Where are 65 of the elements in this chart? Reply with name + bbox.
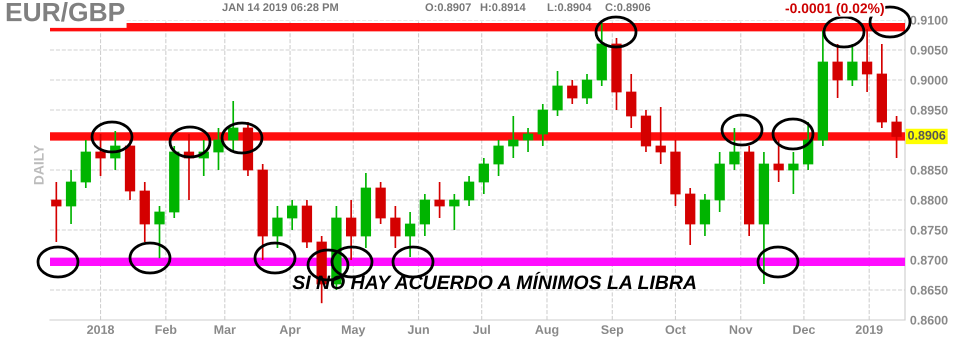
candlestick	[626, 73, 636, 129]
text: C:0.8906	[605, 3, 650, 12]
candlestick	[802, 121, 814, 171]
text: O:0.8907	[425, 3, 471, 12]
candlestick	[390, 205, 401, 249]
candlestick	[773, 139, 784, 183]
x-tick-label: Dec	[793, 325, 816, 334]
candlestick	[404, 211, 416, 258]
y-tick-label: 0.8700	[910, 256, 948, 265]
candlestick	[228, 100, 238, 153]
candlestick	[891, 115, 902, 159]
y-tick-label: 0.8950	[910, 106, 948, 115]
x-tick-label: 2019	[856, 325, 883, 334]
x-tick-label: May	[342, 325, 366, 337]
candlestick	[552, 70, 563, 117]
text: L:0.8904	[548, 3, 592, 12]
candlestick	[567, 79, 578, 105]
x-tick-label: Feb	[156, 324, 176, 334]
x-tick-label: Oct	[666, 325, 686, 334]
y-tick-label: 0.8850	[910, 166, 948, 175]
text: H:0.8914	[480, 3, 526, 12]
candlestick	[66, 169, 76, 225]
x-tick-label: Apr	[280, 325, 301, 337]
x-tick-label: Mar	[214, 325, 236, 334]
candlestick	[449, 193, 460, 231]
ref-line-label: 0.8906	[908, 130, 946, 140]
y-tick-label: 0.9000	[910, 76, 948, 85]
x-tick-label: Jun	[408, 325, 429, 334]
candlestick	[582, 73, 592, 105]
candlestick	[832, 43, 843, 99]
candlestick	[51, 181, 62, 243]
y-tick-label: 0.9050	[910, 46, 948, 55]
x-tick-label: 2018	[87, 325, 114, 334]
candlestick	[346, 199, 356, 261]
candlestick	[656, 106, 666, 165]
candlestick	[464, 175, 474, 207]
candlestick	[154, 205, 165, 260]
candlestick	[95, 133, 106, 177]
candlestick	[522, 127, 534, 153]
candlestick	[508, 115, 518, 159]
candlestick	[788, 151, 799, 195]
candlestick	[434, 181, 445, 219]
chart-title: EUR/GBP	[6, 2, 124, 22]
candlestick	[213, 127, 224, 171]
x-tick-label: Nov	[730, 325, 752, 334]
candlestick	[272, 205, 283, 249]
text: -0.0001 (0.02%)	[786, 3, 884, 16]
y-tick-label: 0.8800	[910, 196, 948, 205]
candlestick	[478, 157, 489, 195]
y-tick-label: 0.8650	[910, 286, 948, 295]
y-axis-title: DAILY	[34, 145, 44, 184]
candlestick	[287, 199, 298, 231]
x-tick-label: Jul	[472, 324, 490, 334]
x-tick-label: Aug	[535, 325, 558, 337]
x-tick-label: Sep	[601, 325, 624, 337]
text: JAN 14 2019 06:28 PM	[222, 3, 338, 12]
y-tick-label: 0.8600	[910, 316, 948, 325]
candlestick	[700, 193, 710, 237]
candlestick	[538, 103, 548, 147]
candlestick	[862, 28, 872, 93]
candlestick	[420, 193, 430, 237]
candlestick	[493, 139, 504, 177]
candlestick	[729, 127, 740, 171]
y-tick-label: 0.8750	[910, 226, 948, 235]
candlestick	[847, 43, 858, 87]
